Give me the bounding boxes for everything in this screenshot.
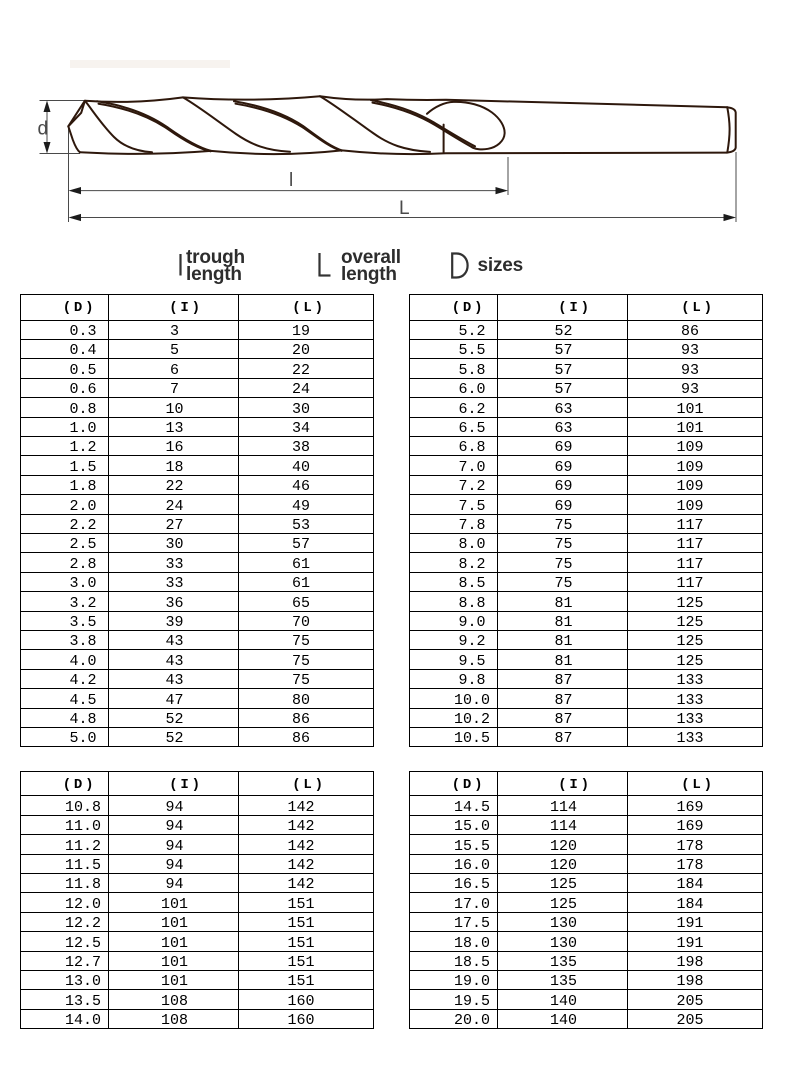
- svg-text:L: L: [399, 198, 410, 219]
- svg-text:l: l: [289, 170, 293, 191]
- svg-text:d: d: [38, 119, 49, 140]
